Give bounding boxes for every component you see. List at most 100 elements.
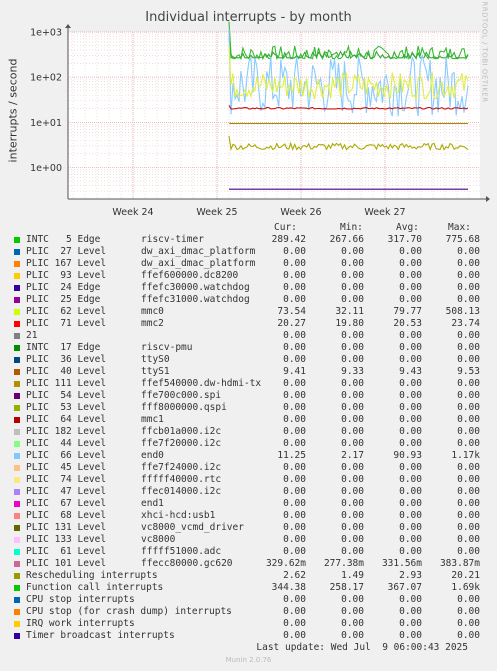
legend-avg: 0.00: [399, 630, 422, 641]
legend-desc: dw_axi_dmac_platform: [141, 258, 256, 269]
legend-min: 0.00: [341, 390, 364, 401]
legend-name: PLIC 71 Level: [26, 318, 107, 329]
legend-swatch: [14, 441, 20, 447]
legend-cur: 0.00: [283, 282, 306, 293]
legend-cur: 0.00: [283, 426, 306, 437]
legend-max: 0.00: [457, 342, 480, 353]
legend-desc: riscv-pmu: [141, 342, 193, 353]
legend-desc: ffef540000.dw-hdmi-tx: [141, 378, 262, 389]
legend-desc: ffec014000.i2c: [141, 486, 222, 497]
legend-max: 0.00: [457, 402, 480, 413]
legend-name: INTC 17 Edge: [26, 342, 101, 353]
legend-row: PLIC 54 Level ffe700c000.spi 0.00 0.00 0.00 0…: [14, 390, 494, 402]
chart-plot-area: 1e+00 1e+01 1e+02 1e+03 Week 24 Week 25 Week 2…: [30, 21, 490, 218]
legend-name: PLIC 66 Level: [26, 450, 107, 461]
header-min: Min:: [340, 222, 363, 233]
legend-swatch: [14, 597, 20, 603]
legend-max: 0.00: [457, 258, 480, 269]
legend-swatch: [14, 417, 20, 423]
legend-min: 0.00: [341, 618, 364, 629]
legend-row: 21 0.00 0.00 0.00 0.00: [14, 330, 494, 342]
x-tick-label: Week 25: [196, 207, 237, 218]
legend-name: PLIC 64 Level: [26, 414, 107, 425]
legend-min: 0.00: [341, 354, 364, 365]
legend-min: 0.00: [341, 402, 364, 413]
legend-row: PLIC 47 Level ffec014000.i2c 0.00 0.00 0.00 0…: [14, 486, 494, 498]
legend-name: PLIC 182 Level: [26, 426, 107, 437]
legend-cur: 0.00: [283, 390, 306, 401]
legend-cur: 0.00: [283, 378, 306, 389]
legend-avg: 367.07: [387, 582, 422, 593]
legend-desc: vc8000: [141, 534, 176, 545]
legend-max: 0.00: [457, 378, 480, 389]
legend-cur: 0.00: [283, 402, 306, 413]
legend-swatch: [14, 237, 20, 243]
y-axis-label: interrupts / second: [6, 58, 20, 163]
legend-name: PLIC 133 Level: [26, 534, 107, 545]
legend-swatch: [14, 489, 20, 495]
y-tick-label: 1e+00: [30, 163, 62, 174]
legend-min: 0.00: [341, 294, 364, 305]
legend-name: PLIC 111 Level: [26, 378, 107, 389]
legend-name: 21: [26, 330, 38, 341]
legend-avg: 0.00: [399, 618, 422, 629]
legend-avg: 0.00: [399, 438, 422, 449]
x-tick-label: Week 26: [280, 207, 321, 218]
legend-name: PLIC 24 Edge: [26, 282, 101, 293]
legend-swatch: [14, 573, 20, 579]
legend-row: PLIC 27 Level dw_axi_dmac_platform 0.00 0.0…: [14, 246, 494, 258]
y-tick-label: 1e+02: [30, 73, 62, 84]
legend-name: PLIC 101 Level: [26, 558, 107, 569]
legend-min: 0.00: [341, 426, 364, 437]
legend-swatch: [14, 273, 20, 279]
legend-row: Timer broadcast interrupts 0.00 0.00 0.00 0.…: [14, 630, 494, 642]
series-line: [228, 105, 469, 110]
legend-swatch: [14, 381, 20, 387]
legend-desc: ffe7f20000.i2c: [141, 438, 222, 449]
legend-row: PLIC 40 Level ttyS1 9.41 9.33 9.43 9.53: [14, 366, 494, 378]
legend-row: PLIC 93 Level ffef600000.dc8200 0.00 0.00 0.…: [14, 270, 494, 282]
legend-swatch: [14, 621, 20, 627]
legend-swatch: [14, 405, 20, 411]
legend-cur: 0.00: [283, 618, 306, 629]
legend-desc: ffef600000.dc8200: [141, 270, 239, 281]
legend-max: 0.00: [457, 246, 480, 257]
legend-desc: mmc1: [141, 414, 164, 425]
legend-avg: 0.00: [399, 294, 422, 305]
legend-max: 0.00: [457, 474, 480, 485]
legend-max: 0.00: [457, 294, 480, 305]
legend-name: PLIC 45 Level: [26, 462, 107, 473]
legend-avg: 317.70: [387, 234, 422, 245]
legend-name: PLIC 61 Level: [26, 546, 107, 557]
legend-min: 0.00: [341, 378, 364, 389]
legend-max: 0.00: [457, 270, 480, 281]
legend-max: 0.00: [457, 330, 480, 341]
legend-row: PLIC 133 Level vc8000 0.00 0.00 0.00 0.00: [14, 534, 494, 546]
legend-row: PLIC 66 Level end0 11.25 2.17 90.93 1.17k: [14, 450, 494, 462]
legend-desc: ffecc80000.gc620: [141, 558, 233, 569]
legend-max: 0.00: [457, 282, 480, 293]
legend-min: 267.66: [329, 234, 364, 245]
legend-min: 0.00: [341, 606, 364, 617]
legend-name: PLIC 167 Level: [26, 258, 107, 269]
legend-cur: 0.00: [283, 270, 306, 281]
legend-max: 0.00: [457, 426, 480, 437]
legend-swatch: [14, 525, 20, 531]
legend-cur: 329.62m: [265, 558, 306, 569]
legend-min: 0.00: [341, 534, 364, 545]
legend-max: 0.00: [457, 486, 480, 497]
legend-row: PLIC 53 Level fff8000000.qspi 0.00 0.00 0.00…: [14, 402, 494, 414]
legend-cur: 289.42: [271, 234, 306, 245]
legend-desc: ffefc31000.watchdog: [141, 294, 250, 305]
legend-row: PLIC 182 Level ffcb01a000.i2c 0.00 0.00 0.00…: [14, 426, 494, 438]
legend-max: 23.74: [451, 318, 480, 329]
header-max: Max:: [448, 222, 471, 233]
legend-name: PLIC 44 Level: [26, 438, 107, 449]
legend-cur: 2.62: [283, 570, 306, 581]
legend-max: 20.21: [451, 570, 480, 581]
legend-avg: 0.00: [399, 330, 422, 341]
legend-swatch: [14, 321, 20, 327]
legend-cur: 0.00: [283, 498, 306, 509]
y-tick-label: 1e+03: [30, 28, 62, 39]
legend-min: 0.00: [341, 486, 364, 497]
